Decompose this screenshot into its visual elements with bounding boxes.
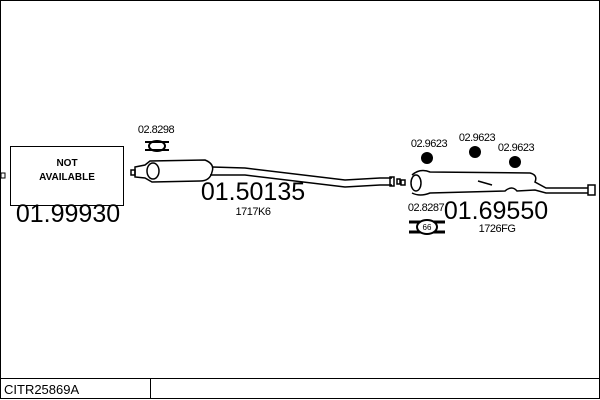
- clamp-number: 02.8298: [138, 124, 175, 136]
- clamp-icon-rear: 66: [409, 219, 445, 235]
- clamp-icon: [145, 140, 169, 152]
- clamp-mark: 66: [423, 223, 432, 232]
- part-number-01-99930: 01.99930: [16, 200, 120, 228]
- not-available-line1: NOT: [56, 158, 77, 169]
- rear-muffler-drawing: [400, 169, 596, 196]
- mount-number-1: 02.9623: [411, 138, 448, 150]
- diagram-code: CITR25869A: [4, 382, 79, 397]
- front-muffler-drawing: [130, 159, 401, 188]
- not-available-box: [10, 146, 124, 206]
- part-ref-1717k6: 1717K6: [236, 206, 271, 218]
- rubber-mount-icon: [421, 152, 433, 164]
- mount-number-3: 02.9623: [498, 142, 535, 154]
- part-number-01-69550: 01.69550: [444, 197, 548, 225]
- code-box: [0, 378, 151, 399]
- clamp-number-rear: 02.8287: [408, 202, 445, 214]
- mount-number-2: 02.9623: [459, 132, 496, 144]
- part-ref-1726fg: 1726FG: [479, 223, 516, 235]
- part-number-01-50135: 01.50135: [201, 178, 305, 206]
- rubber-mount-icon: [469, 146, 481, 158]
- rubber-mount-icon: [509, 156, 521, 168]
- not-available-line2: AVAILABLE: [39, 172, 95, 183]
